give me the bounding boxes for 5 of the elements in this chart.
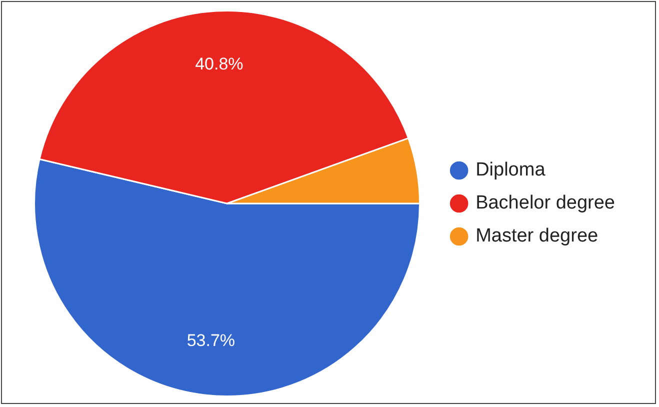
legend-label: Diploma bbox=[476, 160, 546, 181]
legend-label: Bachelor degree bbox=[476, 192, 616, 214]
data-label: 40.8% bbox=[195, 54, 244, 74]
data-label: 53.7% bbox=[186, 331, 236, 350]
legend-label: Master degree bbox=[476, 226, 598, 247]
